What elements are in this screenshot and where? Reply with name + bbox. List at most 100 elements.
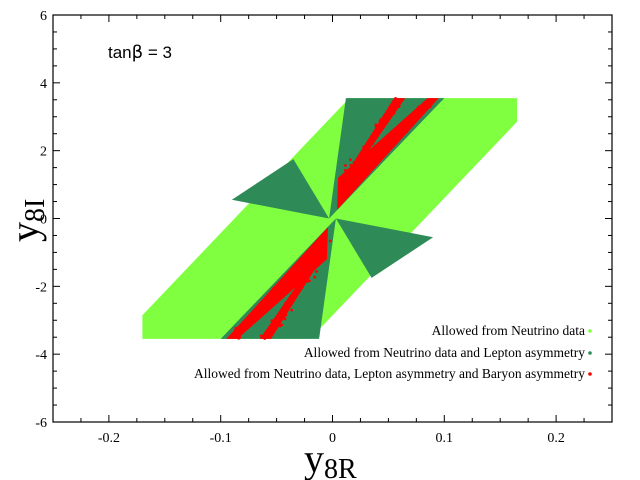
baryon-point — [271, 330, 274, 334]
baryon-point — [246, 325, 250, 329]
legend: Allowed from Neutrino data Allowed from N… — [194, 323, 592, 381]
legend-label-2: Allowed from Neutrino data, Lepton asymm… — [194, 366, 585, 381]
baryon-point — [342, 196, 346, 200]
annotation-tanbeta: tanβ = 3 — [108, 42, 172, 63]
y-tick-label: -6 — [35, 416, 47, 431]
y-tick-label: 4 — [40, 77, 47, 92]
baryon-point — [409, 121, 412, 124]
baryon-point — [313, 256, 317, 260]
baryon-point — [259, 334, 263, 338]
baryon-point — [392, 111, 396, 115]
annotation-base: tan — [108, 43, 132, 62]
baryon-point — [315, 250, 319, 254]
baryon-point — [359, 159, 363, 163]
baryon-point — [384, 115, 388, 119]
baryon-point — [398, 132, 402, 136]
baryon-point — [375, 159, 378, 163]
baryon-point — [305, 262, 308, 266]
baryon-point — [304, 257, 307, 261]
baryon-point — [352, 161, 356, 164]
baryon-point — [406, 123, 410, 127]
baryon-point — [388, 105, 392, 109]
baryon-point — [374, 153, 378, 157]
baryon-point — [283, 317, 287, 321]
baryon-point — [253, 311, 257, 314]
legend-label-0: Allowed from Neutrino data — [432, 323, 585, 338]
baryon-point — [277, 320, 281, 323]
baryon-point — [300, 278, 304, 282]
baryon-point — [296, 285, 300, 289]
baryon-point — [374, 124, 378, 128]
baryon-point — [417, 105, 420, 109]
baryon-point — [293, 272, 297, 276]
baryon-point — [352, 169, 356, 173]
y-tick-label: 0 — [40, 213, 47, 228]
lepton-region-0 — [329, 98, 445, 219]
baryon-point — [293, 293, 297, 297]
legend-marker-1 — [588, 351, 592, 355]
x-axis-title-sub: 8R — [324, 454, 357, 480]
x-tick-label: 0.1 — [436, 431, 454, 446]
baryon-point — [364, 145, 368, 149]
baryon-point — [234, 329, 238, 333]
baryon-point — [238, 336, 242, 339]
baryon-point — [411, 123, 414, 127]
baryon-point — [379, 123, 383, 127]
baryon-point — [324, 242, 327, 246]
baryon-point — [280, 323, 284, 327]
baryon-point — [255, 310, 259, 313]
baryon-point — [261, 307, 265, 311]
baryon-point — [410, 115, 414, 118]
baryon-point — [390, 140, 393, 144]
tick-labels: -0.2 -0.1 0 0.1 0.2 -6 -4 -2 0 2 4 6 — [35, 9, 565, 446]
x-axis-title-main: y — [304, 436, 324, 480]
annotation-symbol: β — [132, 42, 144, 63]
neutrino-region — [142, 98, 517, 339]
baryon-point — [371, 163, 375, 167]
baryon-point — [275, 285, 279, 289]
y-tick-label: 6 — [40, 9, 47, 24]
y-tick-label: 2 — [40, 145, 47, 160]
baryon-point — [371, 136, 375, 140]
baryon-point — [392, 106, 396, 110]
baryon-point — [258, 314, 261, 318]
baryon-point — [348, 184, 352, 188]
baryon-point — [320, 248, 324, 252]
y-tick-label: -2 — [35, 280, 47, 295]
y-axis-title-sub: 8I — [20, 199, 51, 222]
baryon-point — [263, 337, 267, 340]
y-axis-title-main: y — [2, 222, 47, 242]
y-tick-label: -4 — [35, 348, 47, 363]
lepton-region-3 — [335, 218, 434, 278]
baryon-point — [328, 239, 332, 243]
baryon-point — [414, 113, 417, 116]
baryon-point — [393, 101, 397, 104]
lepton-region-2 — [231, 159, 330, 219]
baryon-point — [381, 145, 384, 149]
axis-ticks — [52, 14, 613, 423]
baryon-point — [306, 279, 309, 283]
baryon-point — [284, 301, 287, 305]
baryon-point — [251, 314, 255, 317]
baryon-point — [397, 126, 400, 130]
legend-label-1: Allowed from Neutrino data and Lepton as… — [304, 345, 585, 360]
x-axis-title: y8R — [304, 436, 357, 480]
data-regions — [142, 97, 517, 340]
baryon-point — [428, 105, 432, 109]
baryon-point — [362, 145, 366, 149]
baryon-point — [304, 270, 308, 274]
baryon-point — [343, 168, 347, 172]
baryon-point — [349, 163, 353, 167]
lepton-region-1 — [220, 218, 336, 339]
baryon-point — [301, 260, 305, 264]
baryon-point — [360, 167, 364, 171]
y-axis-title: y8I — [2, 199, 51, 242]
x-tick-label: -0.1 — [210, 431, 232, 446]
baryon-point — [296, 264, 300, 267]
baryon-point — [403, 128, 407, 132]
baryon-point — [288, 297, 291, 300]
baryon-point — [315, 270, 318, 273]
baryon-point — [392, 103, 396, 107]
baryon-point — [348, 181, 352, 185]
